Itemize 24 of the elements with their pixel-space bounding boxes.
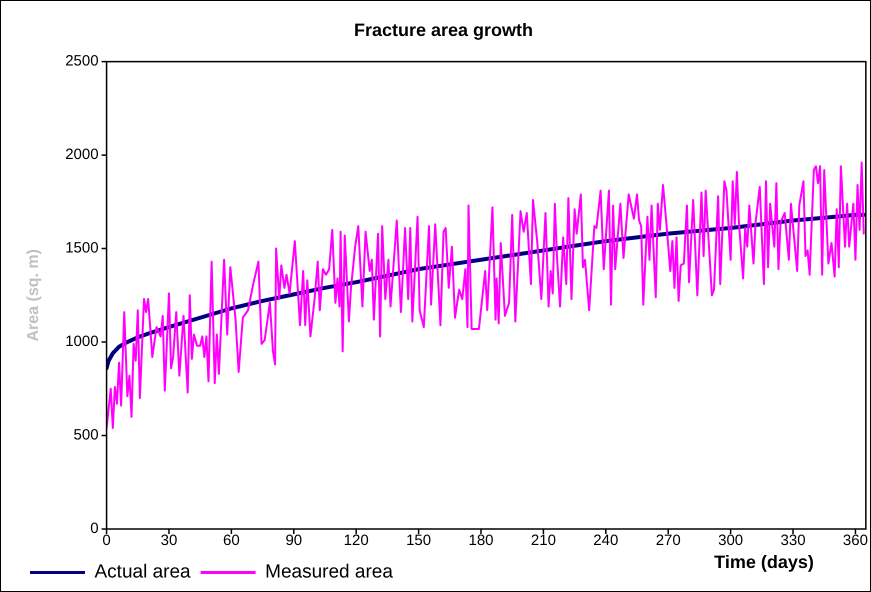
- x-tick-label: 330: [780, 532, 806, 550]
- x-tick-label: 240: [593, 532, 618, 550]
- y-axis-title: Area (sq. m): [25, 249, 42, 342]
- x-tick-label: 0: [102, 532, 111, 550]
- chart-title: Fracture area growth: [354, 20, 534, 40]
- x-axis-title: Time (days): [714, 552, 814, 572]
- x-tick-label: 60: [223, 532, 240, 550]
- x-tick-label: 30: [160, 532, 178, 550]
- x-tick-label: 360: [842, 532, 868, 550]
- x-tick-label: 300: [718, 532, 744, 550]
- y-tick-label: 1500: [65, 240, 99, 257]
- legend-label: Measured area: [265, 562, 394, 583]
- legend-label: Actual area: [94, 562, 192, 583]
- y-tick-label: 2500: [65, 52, 99, 70]
- y-tick-label: 2000: [65, 146, 99, 164]
- x-tick-label: 210: [530, 532, 556, 550]
- x-tick-label: 120: [344, 532, 369, 550]
- x-tick-label: 150: [406, 532, 432, 550]
- x-tick-label: 90: [285, 532, 302, 550]
- y-tick-label: 500: [74, 426, 99, 444]
- y-tick-label: 1000: [65, 333, 99, 350]
- x-tick-label: 180: [468, 532, 494, 550]
- y-tick-label: 0: [90, 520, 99, 538]
- x-tick-label: 270: [656, 532, 681, 550]
